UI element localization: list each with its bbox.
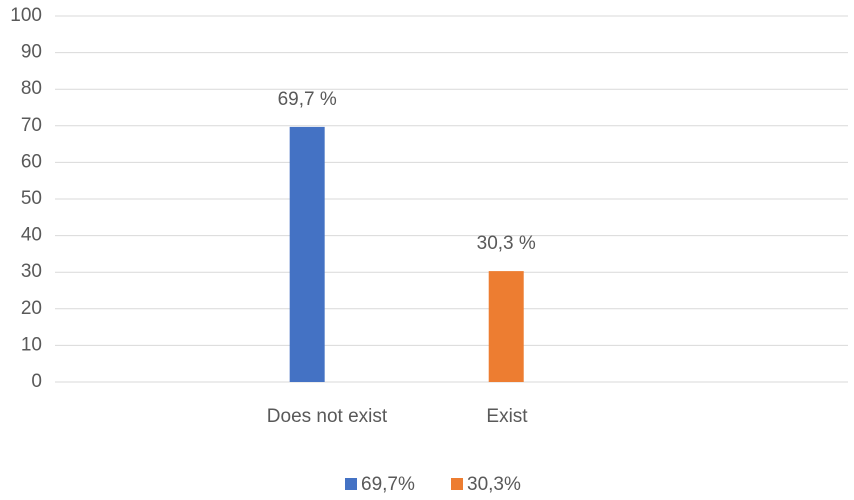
y-tick-label: 10 (21, 334, 42, 355)
legend-label: 69,7% (361, 474, 415, 495)
bar (488, 271, 524, 382)
legend-label: 30,3% (467, 474, 521, 495)
y-tick-label: 0 (31, 371, 42, 392)
legend-swatch (345, 478, 357, 490)
legend-swatch (451, 478, 463, 490)
y-tick-label: 30 (21, 261, 42, 282)
x-tick-label: Exist (486, 406, 528, 427)
bar (289, 126, 325, 382)
y-tick-label: 60 (21, 151, 42, 172)
y-tick-label: 40 (21, 225, 42, 246)
data-label: 69,7 % (278, 89, 337, 110)
y-tick-label: 50 (21, 188, 42, 209)
y-tick-label: 80 (21, 78, 42, 99)
data-label: 30,3 % (477, 233, 536, 254)
y-tick-label: 20 (21, 298, 42, 319)
y-tick-label: 100 (10, 5, 42, 26)
x-tick-label: Does not exist (267, 406, 388, 427)
y-tick-label: 70 (21, 115, 42, 136)
y-tick-label: 90 (21, 42, 42, 63)
